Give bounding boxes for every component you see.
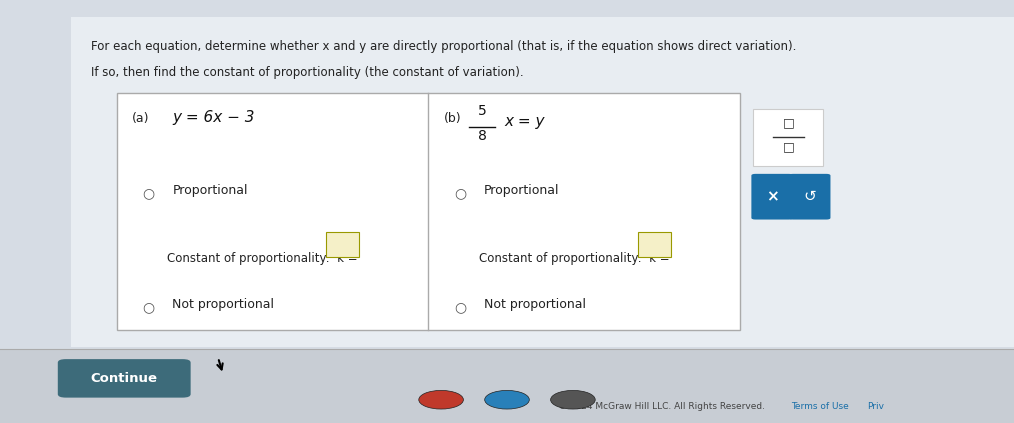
FancyBboxPatch shape — [789, 174, 830, 220]
Text: ↺: ↺ — [803, 189, 816, 204]
Text: Constant of proportionality:  k =: Constant of proportionality: k = — [479, 252, 669, 265]
Text: ○: ○ — [454, 186, 465, 200]
Text: ○: ○ — [142, 300, 154, 314]
Circle shape — [551, 390, 595, 409]
Text: 8: 8 — [478, 129, 487, 143]
Text: Not proportional: Not proportional — [485, 298, 586, 311]
FancyBboxPatch shape — [638, 232, 670, 257]
Text: Proportional: Proportional — [485, 184, 560, 197]
Circle shape — [485, 390, 529, 409]
Text: □: □ — [783, 140, 794, 154]
FancyBboxPatch shape — [71, 17, 1014, 347]
Text: ×: × — [766, 189, 779, 204]
Text: If so, then find the constant of proportionality (the constant of variation).: If so, then find the constant of proport… — [91, 66, 524, 79]
Text: Constant of proportionality:  k =: Constant of proportionality: k = — [167, 252, 358, 265]
Circle shape — [419, 390, 463, 409]
Text: Proportional: Proportional — [172, 184, 247, 197]
FancyBboxPatch shape — [58, 359, 191, 398]
Text: y = 6x − 3: y = 6x − 3 — [172, 110, 255, 125]
FancyBboxPatch shape — [0, 349, 1014, 423]
Text: ○: ○ — [454, 300, 465, 314]
Text: 5: 5 — [478, 104, 487, 118]
FancyBboxPatch shape — [751, 174, 793, 220]
FancyBboxPatch shape — [327, 232, 359, 257]
Text: (a): (a) — [132, 112, 149, 125]
FancyBboxPatch shape — [117, 93, 740, 330]
Text: □: □ — [783, 116, 794, 129]
Text: (b): (b) — [444, 112, 461, 125]
Text: x = y: x = y — [505, 114, 545, 129]
Text: ○: ○ — [142, 186, 154, 200]
Text: For each equation, determine whether x and y are directly proportional (that is,: For each equation, determine whether x a… — [91, 40, 797, 53]
Text: Priv: Priv — [867, 401, 884, 411]
Text: Continue: Continue — [90, 372, 158, 385]
FancyBboxPatch shape — [753, 109, 823, 166]
Text: © 2024 McGraw Hill LLC. All Rights Reserved.: © 2024 McGraw Hill LLC. All Rights Reser… — [558, 401, 765, 411]
Text: Terms of Use: Terms of Use — [791, 401, 849, 411]
Text: Not proportional: Not proportional — [172, 298, 275, 311]
